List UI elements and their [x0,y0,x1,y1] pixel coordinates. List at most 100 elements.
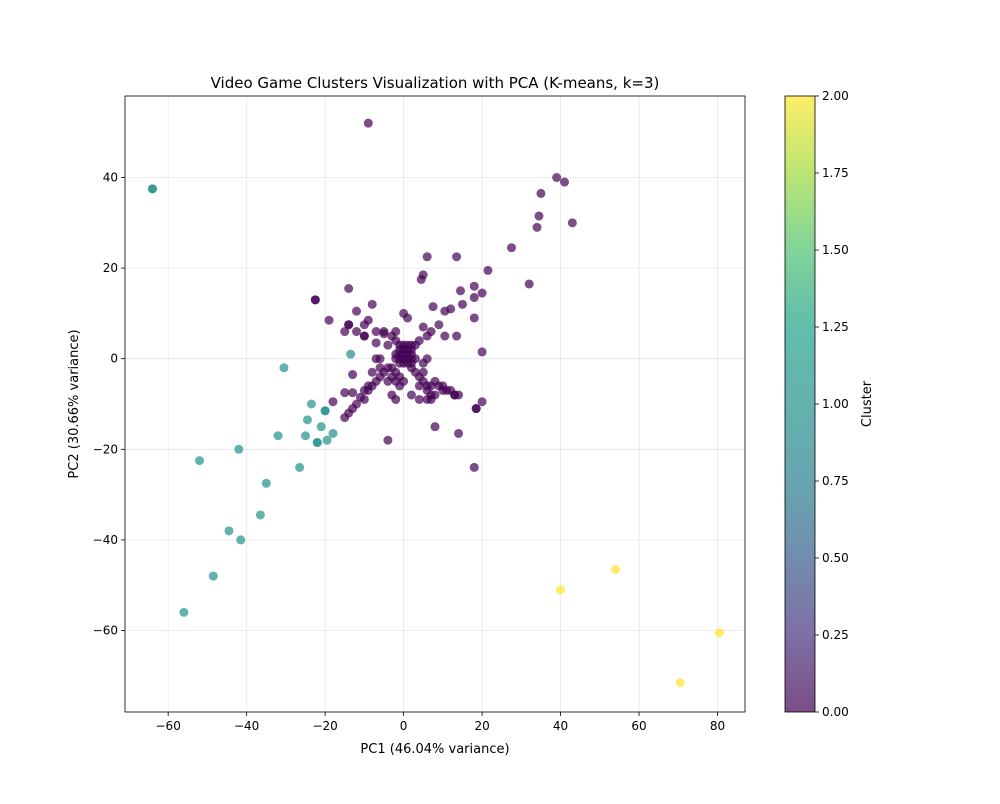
data-point-cluster-0 [416,274,426,284]
data-point-cluster-0 [344,284,354,293]
data-point-cluster-0 [383,340,393,350]
data-point-cluster-0 [375,363,385,373]
data-point-cluster-1 [346,349,356,359]
data-point-cluster-0 [348,370,358,380]
data-point-cluster-1 [147,184,157,194]
data-point-cluster-0 [440,306,450,316]
data-point-cluster-0 [454,428,464,438]
y-tick-label: −20 [93,442,118,456]
data-point-cluster-1 [195,456,205,466]
x-tick-label: −40 [234,719,259,733]
data-point-cluster-0 [383,376,393,386]
data-point-cluster-0 [348,388,358,398]
data-point-cluster-1 [301,431,311,441]
data-point-cluster-0 [452,331,462,341]
data-point-cluster-1 [316,422,326,432]
data-point-cluster-0 [391,394,401,404]
data-point-cluster-2 [675,678,685,688]
data-point-cluster-1 [279,363,289,373]
plot-frame [124,95,746,713]
colorbar-tick-label: 1.25 [822,320,849,334]
data-point-cluster-0 [418,322,428,332]
data-point-cluster-0 [567,218,577,228]
data-point-cluster-0 [340,327,350,337]
data-point-cluster-1 [312,438,322,447]
chart-title: Video Game Clusters Visualization with P… [211,74,660,92]
data-point-cluster-0 [414,394,424,404]
data-point-cluster-0 [483,265,493,275]
data-point-cluster-2 [611,564,621,574]
data-point-cluster-0 [422,331,432,341]
data-point-cluster-0 [363,118,373,128]
data-point-cluster-1 [302,415,312,425]
data-point-cluster-0 [344,320,354,330]
y-tick-label: 40 [103,171,118,185]
data-point-cluster-1 [328,428,338,438]
data-point-cluster-0 [532,222,542,232]
data-point-cluster-0 [359,331,369,341]
colorbar: 0.00 0.25 0.50 0.75 1.00 1.25 1.50 1.75 2.00 Clu… [784,89,875,719]
data-point-cluster-0 [418,358,428,368]
data-point-cluster-0 [324,315,334,325]
data-point-cluster-1 [208,571,218,581]
data-point-cluster-1 [236,535,246,545]
y-tick-label: −60 [93,623,118,637]
x-tick-label: 20 [474,719,489,733]
data-point-cluster-0 [352,306,362,316]
colorbar-gradient [785,96,815,712]
data-point-cluster-0 [469,293,479,303]
colorbar-label: Cluster [860,380,875,427]
x-tick-label: 40 [553,719,568,733]
colorbar-ticks: 0.00 0.25 0.50 0.75 1.00 1.25 1.50 1.75 2.00 [815,89,849,719]
data-point-cluster-0 [457,299,467,309]
data-point-cluster-0 [452,252,462,262]
data-point-cluster-0 [430,422,440,432]
colorbar-tick-label: 0.50 [822,551,849,565]
data-point-cluster-1 [261,478,271,488]
y-tick-label: −40 [93,533,118,547]
data-point-cluster-0 [391,376,401,386]
data-point-cluster-0 [559,177,569,187]
data-point-cluster-1 [255,510,265,520]
data-point-cluster-0 [403,313,413,323]
data-point-cluster-0 [469,462,479,472]
data-point-cluster-0 [442,385,452,395]
data-point-cluster-0 [352,327,362,337]
y-tick-label: 0 [110,352,118,366]
colorbar-tick-label: 2.00 [822,89,849,103]
data-point-cluster-0 [477,397,487,407]
x-tick-label: −20 [312,719,337,733]
colorbar-tick-label: 1.50 [822,243,849,257]
data-point-cluster-0 [477,347,487,357]
data-point-cluster-0 [534,211,544,221]
data-point-cluster-0 [456,286,466,296]
x-tick-label: 80 [710,719,725,733]
data-point-cluster-1 [234,444,244,454]
colorbar-tick-label: 1.00 [822,397,849,411]
data-points [147,118,724,688]
data-point-cluster-0 [406,390,416,400]
axis-ticks: −60 −40 −20 0 20 40 60 80 −60 −40 −20 0 20 40 [93,171,726,733]
data-point-cluster-0 [379,329,389,339]
x-tick-label: 60 [631,719,646,733]
data-point-cluster-1 [320,406,330,416]
data-point-cluster-0 [434,320,444,330]
data-point-cluster-0 [340,413,350,423]
data-point-cluster-0 [552,173,562,183]
data-point-cluster-0 [507,243,517,253]
x-axis-label: PC1 (46.04% variance) [360,742,509,757]
data-point-cluster-0 [340,388,350,398]
data-point-cluster-0 [422,252,432,262]
colorbar-tick-label: 0.00 [822,705,849,719]
data-point-cluster-0 [418,367,428,377]
data-point-cluster-0 [359,385,369,395]
data-point-cluster-1 [224,526,234,536]
data-point-cluster-0 [375,354,385,364]
data-point-cluster-0 [371,338,381,348]
grid [125,96,745,712]
data-point-cluster-0 [477,288,487,298]
data-point-cluster-0 [359,320,369,330]
data-point-cluster-0 [524,279,534,289]
